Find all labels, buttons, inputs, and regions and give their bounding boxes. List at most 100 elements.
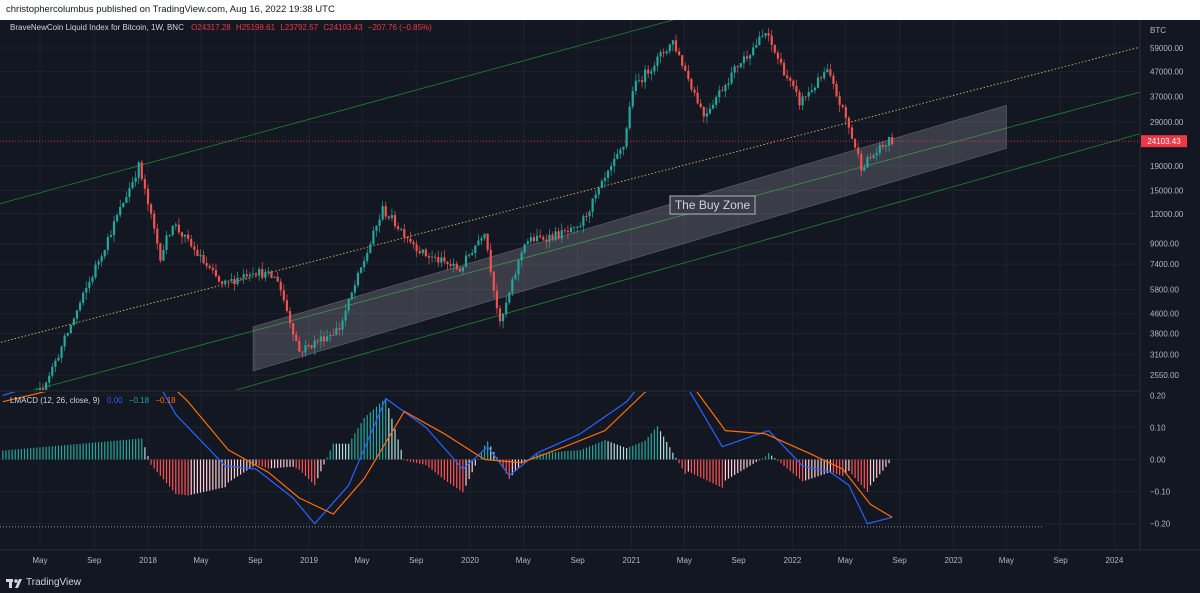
candle-body: [585, 216, 588, 217]
candle: [199, 249, 202, 263]
candle-body: [196, 249, 199, 257]
candle-body: [366, 253, 369, 261]
candle-body: [637, 80, 641, 81]
candle: [622, 146, 625, 156]
candle-body: [378, 219, 381, 226]
candle: [221, 280, 224, 289]
candle-body: [847, 117, 851, 128]
last-price-marker: 24103.43: [1141, 135, 1187, 148]
candle: [140, 160, 143, 182]
candle-body: [773, 44, 776, 53]
candle-body: [248, 274, 251, 277]
candle-body: [146, 188, 150, 205]
candle: [211, 263, 214, 274]
time-tick-5: 2019: [300, 556, 318, 565]
candle: [745, 50, 749, 62]
candle-body: [276, 276, 279, 282]
candle: [492, 270, 495, 298]
candle: [359, 266, 363, 275]
candle: [789, 76, 792, 87]
candle-body: [548, 234, 551, 242]
time-axis[interactable]: May Sep 2018 May Sep 2019 May Sep 2020 May Sep 2021…: [32, 556, 1124, 565]
candle: [393, 210, 397, 230]
candle: [585, 211, 588, 222]
candle-body: [572, 227, 576, 229]
candle: [569, 223, 573, 234]
candle: [730, 66, 733, 85]
candle-body: [492, 271, 495, 291]
candle: [807, 86, 810, 101]
candle-body: [853, 138, 857, 148]
candle-body: [406, 237, 409, 239]
chart-canvas[interactable]: The Buy Zone BraveNewCoin Liquid Index f…: [0, 20, 1200, 573]
candle: [143, 174, 147, 196]
candle: [230, 273, 233, 283]
candle: [159, 242, 162, 264]
candle-body: [221, 281, 224, 284]
candle: [403, 223, 406, 243]
candle: [91, 275, 94, 285]
candle: [378, 214, 381, 233]
candle: [214, 263, 218, 278]
candle-body: [517, 260, 520, 275]
price-tick-11: 37000.00: [1150, 93, 1184, 102]
candle-body: [325, 336, 329, 342]
time-tick-6: May: [354, 556, 369, 565]
time-tick-16: Sep: [893, 556, 908, 565]
candle: [628, 101, 631, 131]
candle: [245, 269, 248, 280]
candle: [776, 49, 779, 65]
candle-body: [644, 69, 647, 83]
price-tick-2: 3800.00: [1150, 329, 1179, 338]
candle-body: [38, 388, 42, 390]
candle: [180, 231, 184, 244]
candle-body: [823, 72, 826, 79]
candle: [369, 241, 372, 254]
candle-body: [804, 96, 807, 98]
candle: [227, 280, 230, 288]
candle: [131, 176, 134, 190]
candle: [711, 99, 715, 110]
candle-body: [143, 179, 147, 189]
candle: [677, 47, 681, 57]
candle-body: [786, 75, 789, 78]
candle: [511, 276, 514, 297]
candle: [820, 75, 823, 82]
candle: [267, 267, 270, 277]
candle-body: [258, 268, 261, 275]
candle: [468, 253, 471, 259]
candle-body: [705, 113, 708, 117]
candle: [264, 268, 267, 282]
candle: [671, 39, 675, 52]
price-axis[interactable]: BTC 2550.00 3100.00 3800.00 4600.00 5800.00 7…: [1150, 26, 1184, 380]
candle: [57, 353, 60, 362]
indicator-axis[interactable]: 0.20 0.10 0.00 −0.10 −0.20: [1150, 391, 1171, 528]
candle: [804, 96, 807, 101]
candle: [779, 52, 783, 66]
candle-body: [227, 280, 230, 282]
candle-body: [372, 230, 375, 245]
candle-body: [100, 256, 103, 262]
candle: [813, 85, 817, 94]
candle-body: [332, 335, 335, 336]
candle: [48, 371, 51, 388]
candle-body: [54, 360, 57, 367]
candle-body: [782, 62, 786, 76]
candle: [619, 147, 622, 159]
candle-body: [45, 382, 48, 390]
candle-body: [758, 36, 761, 46]
candle: [424, 247, 427, 258]
candle-body: [659, 52, 662, 57]
candle: [625, 126, 628, 150]
candle: [684, 62, 687, 72]
candle-body: [647, 69, 650, 74]
candle-body: [418, 251, 421, 254]
candle-body: [770, 35, 773, 45]
candle: [344, 303, 347, 327]
candle: [455, 261, 458, 271]
candle-body: [693, 89, 696, 93]
candle-body: [767, 33, 770, 36]
candle: [591, 198, 594, 218]
candle: [239, 277, 242, 281]
candle-body: [789, 77, 792, 81]
